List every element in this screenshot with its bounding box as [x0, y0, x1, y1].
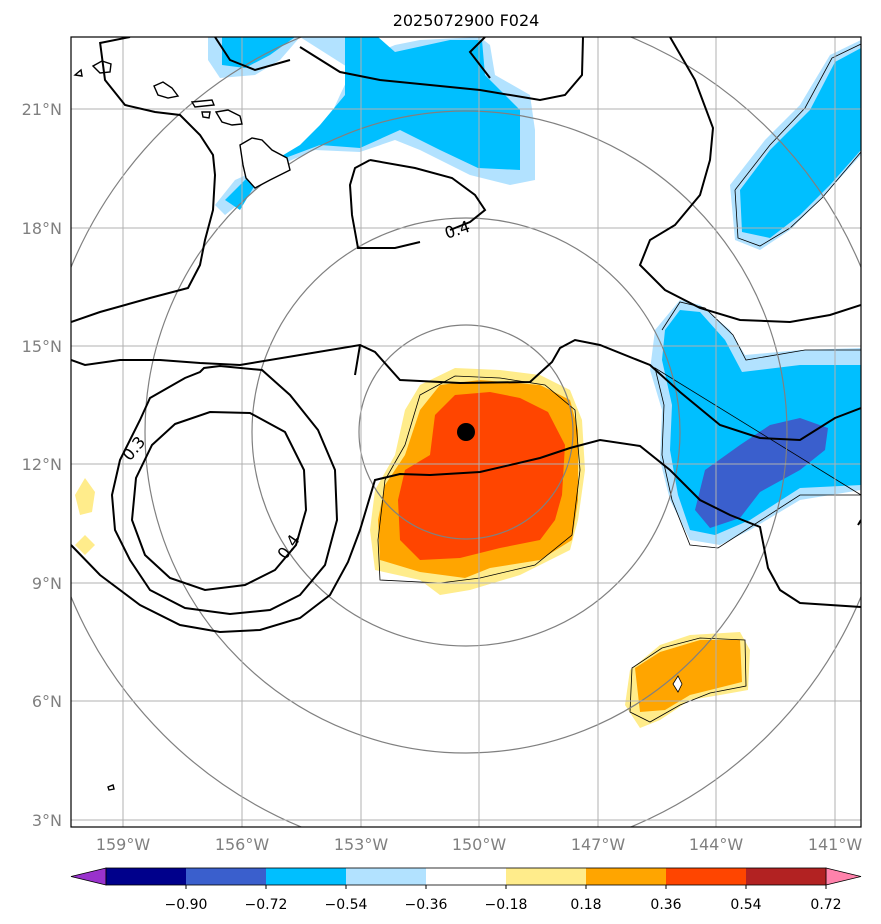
lat-label: 18°N — [22, 219, 62, 238]
negative-strong-shading — [695, 418, 828, 528]
map-title: 2025072900 F024 — [393, 11, 540, 30]
lon-label: 147°W — [571, 835, 626, 854]
range-rings — [71, 37, 861, 827]
colorbar-swatch — [666, 868, 747, 885]
lat-label: 6°N — [32, 692, 62, 711]
colorbar-swatch — [506, 868, 587, 885]
colorbar-swatch — [266, 868, 347, 885]
colorbar-tick-label: 0.18 — [570, 897, 601, 913]
positive-strong-shading — [398, 392, 565, 560]
colorbar-tick-label: 0.54 — [730, 897, 761, 913]
lon-label: 141°W — [808, 835, 863, 854]
map-border — [70, 36, 862, 828]
lon-label: 153°W — [334, 835, 389, 854]
lat-label: 15°N — [22, 337, 62, 356]
colorbar-tick-label: −0.54 — [325, 897, 368, 913]
lat-label: 21°N — [22, 100, 62, 119]
colorbar-tick-label: −0.18 — [485, 897, 528, 913]
colorbar-swatch — [426, 868, 507, 885]
colorbar-swatch — [106, 868, 187, 885]
colorbar-extend-high — [825, 867, 862, 886]
colorbar-tick-label: 0.36 — [650, 897, 681, 913]
colorbar-swatch — [346, 868, 427, 885]
contour-label-04-top: 0.4 — [442, 217, 472, 243]
lat-label: 12°N — [22, 455, 62, 474]
storm-center-marker — [457, 423, 475, 441]
colorbar-swatch — [746, 868, 827, 885]
colorbar-tick-label: 0.72 — [810, 897, 841, 913]
thick-contours — [71, 37, 861, 634]
lat-label: 3°N — [32, 811, 62, 830]
lon-label: 159°W — [96, 835, 151, 854]
map-plot-area — [71, 37, 861, 827]
colorbar-swatch — [586, 868, 667, 885]
latitude-labels: 21°N 18°N 15°N 12°N 9°N 6°N 3°N — [22, 100, 62, 830]
colorbar-tick-label: −0.90 — [165, 897, 208, 913]
colorbar-border — [105, 867, 827, 886]
colorbar-swatch — [186, 868, 267, 885]
colorbar-tick-label: −0.36 — [405, 897, 448, 913]
colorbar-tick-label: −0.72 — [245, 897, 288, 913]
lon-label: 156°W — [215, 835, 270, 854]
longitude-labels: 159°W 156°W 153°W 150°W 147°W 144°W 141°… — [96, 835, 863, 854]
colorbar-extend-low — [70, 867, 107, 886]
lat-label: 9°N — [32, 574, 62, 593]
colorbar: −0.90 −0.72 −0.54 −0.36 −0.18 0.18 0.36 0.54 0.7… — [70, 867, 862, 913]
hawaii-islands — [73, 60, 291, 791]
gridlines — [71, 37, 861, 827]
lon-label: 144°W — [689, 835, 744, 854]
lon-label: 150°W — [452, 835, 507, 854]
small-white-diamond — [672, 675, 683, 693]
